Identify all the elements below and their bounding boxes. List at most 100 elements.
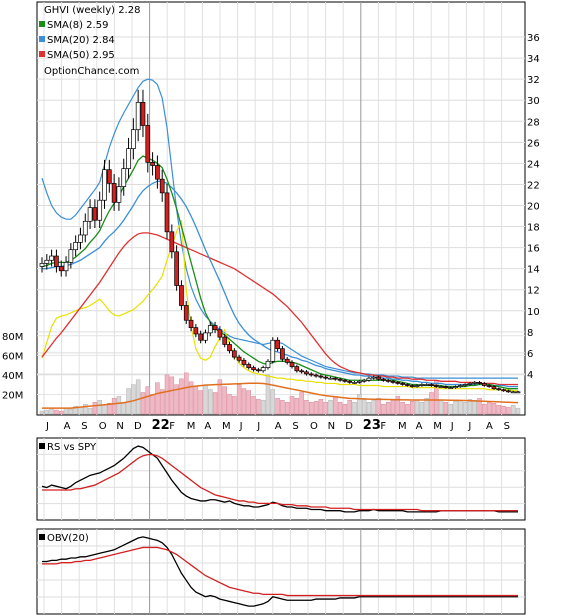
volume-bar [467, 399, 473, 415]
candle-body [433, 385, 439, 387]
volume-bar [385, 402, 391, 415]
candle-body [515, 391, 521, 394]
candle-body [467, 383, 473, 385]
candle-body [371, 376, 377, 379]
candle-body [198, 333, 204, 341]
candle-body [361, 379, 367, 382]
candle-body [222, 336, 228, 345]
price-tick-label: 34 [527, 54, 540, 65]
price-tick-label: 8 [527, 328, 533, 339]
rs-swatch [39, 443, 45, 449]
candle-body [236, 356, 242, 361]
volume-bar [366, 402, 372, 415]
month-tick-label: J [467, 421, 471, 432]
obv-swatch [39, 534, 45, 540]
volume-bar [193, 386, 199, 415]
candle-body [68, 249, 74, 263]
volume-bar [135, 379, 141, 415]
candle-body [92, 207, 98, 221]
volume-bar [472, 400, 477, 415]
candle-body [150, 161, 155, 166]
candle-body [395, 382, 401, 384]
month-tick-label: D [345, 421, 353, 432]
volume-bar [424, 398, 429, 415]
volume-bar [453, 401, 458, 415]
candle-body [356, 380, 362, 383]
volume-bar [510, 404, 516, 415]
candle-body [486, 385, 492, 387]
volume-bar [304, 400, 309, 415]
candle-body [491, 386, 497, 390]
volume-bar [150, 394, 155, 415]
volume-bar [409, 401, 415, 415]
volume-bar [280, 400, 285, 415]
month-tick-label: 23 [363, 418, 381, 433]
price-tick-label: 6 [527, 349, 533, 360]
candle-body [97, 199, 103, 221]
price-tick-label: 10 [527, 307, 540, 318]
volume-bar [241, 388, 247, 415]
month-tick-label: J [239, 421, 243, 432]
price-tick-label: 26 [527, 138, 540, 149]
candle-body [280, 348, 285, 360]
volume-bar [357, 394, 362, 415]
month-tick-label: M [222, 421, 231, 432]
candle-body [400, 383, 405, 385]
candle-body [241, 359, 247, 365]
candle-body [381, 378, 386, 381]
volume-bar [44, 409, 50, 415]
bollinger-upper-line [41, 78, 518, 379]
price-panel [36, 1, 526, 416]
candle-body [155, 165, 160, 180]
candle-body [246, 364, 252, 368]
month-tick-label: N [328, 421, 335, 432]
volume-bar [309, 402, 314, 415]
rs-lines [41, 445, 518, 513]
price-tick-label: 14 [527, 265, 540, 276]
volume-bar [159, 389, 165, 415]
candle-body [102, 169, 107, 201]
volume-bar [232, 396, 237, 415]
price-tick-label: 20 [527, 202, 540, 213]
volume-bar [270, 389, 276, 415]
legend-sma8: SMA(8) 2.59 [47, 20, 108, 31]
volume-bar [246, 390, 251, 415]
candle-body [106, 169, 112, 184]
candle-body [116, 186, 122, 203]
candle-body [405, 384, 410, 386]
candle-body [251, 367, 256, 371]
volume-bar [491, 402, 497, 415]
month-tick-label: S [504, 421, 510, 432]
price-candles [39, 89, 521, 394]
volume-bar [275, 398, 280, 415]
indicator-series-line [42, 453, 518, 512]
volume-bar [174, 384, 179, 415]
volume-bar [347, 400, 352, 415]
obv-title: OBV(20) [47, 533, 89, 544]
volume-bar [289, 396, 295, 415]
candle-body [111, 183, 117, 203]
volume-bar [208, 389, 213, 415]
volume-bar [251, 396, 256, 415]
candle-body [135, 101, 141, 131]
candle-body [448, 387, 454, 389]
moving-averages [41, 155, 518, 390]
source-label: OptionChance.com [44, 66, 139, 77]
candle-body [256, 369, 261, 372]
candle-body [481, 383, 487, 386]
month-tick-label: O [310, 421, 318, 432]
volume-bar [116, 396, 122, 415]
candle-body [87, 207, 93, 222]
candle-body [429, 384, 434, 386]
volume-bar [87, 407, 93, 415]
volume-bar [198, 390, 203, 415]
candle-body [347, 380, 353, 383]
candle-body [289, 362, 295, 367]
candle-body [462, 384, 468, 386]
bollinger-bands [41, 78, 518, 392]
volume-bar [131, 384, 136, 415]
volume-bar [102, 404, 107, 415]
volume-bar [515, 407, 521, 415]
month-tick-label: F [380, 421, 386, 432]
candle-body [49, 255, 54, 261]
